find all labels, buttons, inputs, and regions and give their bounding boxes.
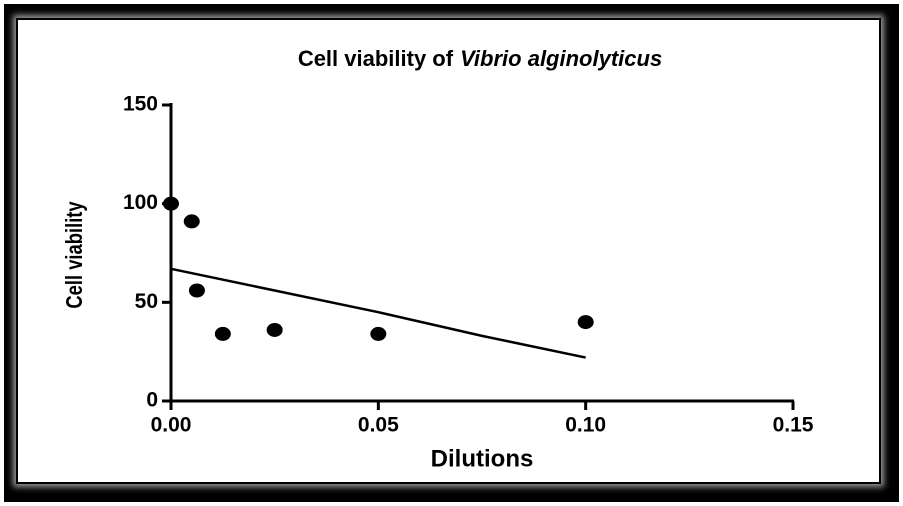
y-tick-label: 150 — [123, 93, 158, 116]
x-axis-label: Dilutions — [431, 445, 534, 472]
data-point — [577, 315, 594, 330]
data-point — [214, 326, 231, 341]
y-axis-label: Cell viability — [62, 201, 87, 309]
data-point — [370, 326, 387, 341]
fit-line — [170, 267, 586, 359]
data-point — [163, 196, 179, 211]
x-tick-label: 0.15 — [773, 414, 814, 437]
title-part: Cell viability of — [298, 46, 454, 71]
data-point — [188, 283, 205, 298]
data-point — [266, 322, 283, 337]
y-tick-label: 50 — [135, 290, 158, 313]
chart-title: Cell viability of Vibrio alginolyticus — [298, 46, 662, 71]
y-tick-label: 0 — [146, 389, 158, 412]
data-point — [183, 214, 200, 229]
x-tick-label: 0.05 — [358, 414, 399, 437]
x-tick-label: 0.00 — [151, 414, 192, 437]
inner-frame — [16, 18, 881, 484]
title-italic: Vibrio alginolyticus — [460, 46, 662, 71]
x-tick-label: 0.10 — [565, 414, 606, 437]
outer-frame — [4, 4, 899, 502]
y-tick-label: 100 — [123, 191, 158, 214]
